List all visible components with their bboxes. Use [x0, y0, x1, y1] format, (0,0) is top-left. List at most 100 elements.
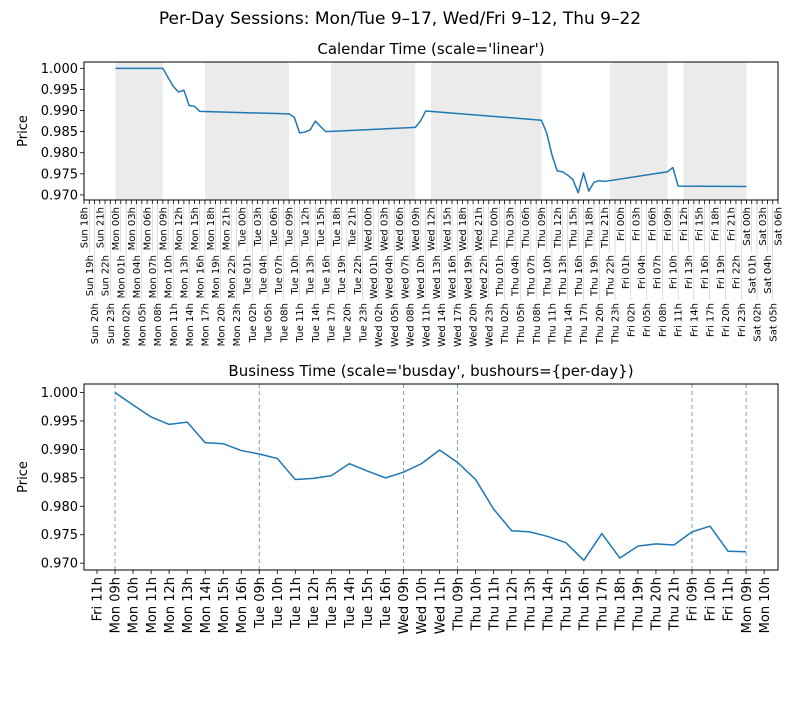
x-tick-label: Fri 13h	[684, 255, 695, 289]
x-tick-label: Mon 11h	[169, 303, 180, 346]
x-tick-label: Tue 10h	[271, 577, 286, 629]
x-tick-label: Mon 13h	[181, 577, 196, 633]
x-tick-label: Tue 20h	[342, 303, 353, 343]
off-session-shade	[683, 62, 746, 200]
x-tick-label: Fri 12h	[679, 207, 690, 241]
x-tick-label: Wed 05h	[390, 303, 401, 347]
x-tick-label: Sun 20h	[90, 303, 101, 344]
x-tick-label: Fri 18h	[711, 207, 722, 241]
x-tick-label: Fri 21h	[726, 207, 737, 241]
x-tick-label: Mon 14h	[199, 577, 214, 633]
x-tick-label: Fri 09h	[686, 577, 701, 621]
x-tick-label: Wed 00h	[364, 207, 375, 251]
x-tick-label: Mon 09h	[158, 207, 169, 250]
x-tick-label: Mon 10h	[758, 577, 773, 633]
x-tick-label: Thu 06h	[521, 207, 532, 249]
x-tick-label: Tue 11h	[295, 303, 306, 343]
x-tick-label: Fri 00h	[616, 207, 627, 241]
x-tick-label: Tue 00h	[237, 207, 248, 247]
x-tick-label: Mon 18h	[206, 207, 217, 250]
x-tick-label: Thu 10h	[542, 255, 553, 297]
axes-frame	[84, 384, 778, 570]
x-tick-label: Tue 10h	[290, 255, 301, 295]
x-tick-label: Tue 09h	[253, 577, 268, 629]
x-tick-label: Sun 21h	[95, 207, 106, 248]
x-tick-label: Thu 14h	[541, 577, 556, 631]
y-tick-label: 0.990	[41, 443, 78, 458]
x-tick-label: Tue 11h	[289, 577, 304, 629]
x-tick-label: Thu 22h	[605, 255, 616, 297]
y-tick-label: 0.990	[41, 104, 78, 119]
x-tick-label: Mon 01h	[116, 255, 127, 298]
x-tick-label: Wed 23h	[484, 303, 495, 347]
x-tick-label: Tue 17h	[327, 303, 338, 343]
x-tick-label: Tue 13h	[325, 577, 340, 629]
x-tick-label: Fri 17h	[705, 303, 716, 337]
x-tick-label: Thu 08h	[532, 303, 543, 345]
x-tick-label: Sat 04h	[763, 255, 774, 294]
x-tick-label: Thu 23h	[611, 303, 622, 345]
x-tick-label: Wed 19h	[463, 255, 474, 299]
x-tick-label: Mon 22h	[227, 255, 238, 298]
x-tick-label: Wed 07h	[400, 255, 411, 299]
x-tick-label: Mon 21h	[222, 207, 233, 250]
x-tick-label: Tue 01h	[243, 255, 254, 295]
x-tick-label: Mon 15h	[190, 207, 201, 250]
x-tick-label: Thu 05h	[516, 303, 527, 345]
x-tick-label: Mon 20h	[216, 303, 227, 346]
x-tick-label: Wed 01h	[369, 255, 380, 299]
x-tick-label: Fri 22h	[732, 255, 743, 289]
x-tick-label: Tue 07h	[274, 255, 285, 295]
x-tick-label: Wed 04h	[385, 255, 396, 299]
x-tick-label: Tue 18h	[332, 207, 343, 247]
x-tick-label: Wed 14h	[437, 303, 448, 347]
x-tick-label: Thu 18h	[614, 577, 629, 631]
x-tick-label: Sat 02h	[753, 303, 764, 342]
y-axis-label: Price	[16, 115, 31, 147]
x-tick-label: Thu 13h	[558, 255, 569, 297]
x-tick-label: Sat 00h	[742, 207, 753, 246]
x-tick-label: Tue 12h	[307, 577, 322, 629]
y-tick-label: 0.970	[41, 557, 78, 572]
x-tick-label: Wed 20h	[469, 303, 480, 347]
x-tick-label: Mon 05h	[137, 303, 148, 346]
x-tick-label: Thu 17h	[596, 577, 611, 631]
x-tick-label: Fri 11h	[674, 303, 685, 337]
y-tick-label: 0.995	[41, 414, 78, 429]
x-tick-label: Sat 03h	[758, 207, 769, 246]
x-tick-label: Thu 03h	[505, 207, 516, 249]
x-tick-label: Tue 16h	[321, 255, 332, 295]
x-tick-label: Wed 06h	[395, 207, 406, 251]
x-tick-label: Wed 11h	[421, 303, 432, 347]
x-tick-label: Fri 07h	[653, 255, 664, 289]
x-tick-label: Thu 20h	[595, 303, 606, 345]
y-tick-label: 0.995	[41, 83, 78, 98]
off-session-shade	[116, 62, 163, 200]
x-tick-label: Mon 00h	[111, 207, 122, 250]
x-tick-label: Tue 15h	[316, 207, 327, 247]
x-tick-label: Tue 05h	[264, 303, 275, 343]
x-tick-label: Fri 10h	[668, 255, 679, 289]
x-tick-label: Thu 19h	[632, 577, 647, 631]
x-tick-label: Fri 03h	[632, 207, 643, 241]
x-tick-label: Wed 13h	[432, 255, 443, 299]
x-tick-label: Fri 01h	[621, 255, 632, 289]
x-tick-label: Thu 21h	[668, 577, 683, 631]
x-tick-label: Fri 23h	[737, 303, 748, 337]
x-tick-label: Tue 02h	[248, 303, 259, 343]
x-tick-label: Wed 16h	[448, 255, 459, 299]
y-tick-label: 1.000	[41, 62, 78, 77]
x-tick-label: Tue 22h	[353, 255, 364, 295]
x-tick-label: Thu 14h	[563, 303, 574, 345]
x-tick-label: Fri 19h	[716, 255, 727, 289]
x-tick-label: Tue 14h	[343, 577, 358, 629]
x-tick-label: Thu 09h	[537, 207, 548, 249]
x-tick-label: Thu 17h	[579, 303, 590, 345]
x-tick-label: Tue 13h	[306, 255, 317, 295]
y-tick-label: 0.975	[41, 528, 78, 543]
x-tick-label: Thu 13h	[523, 577, 538, 631]
price-series-line	[115, 393, 746, 561]
y-tick-label: 0.975	[41, 167, 78, 182]
x-tick-label: Tue 21h	[348, 207, 359, 247]
